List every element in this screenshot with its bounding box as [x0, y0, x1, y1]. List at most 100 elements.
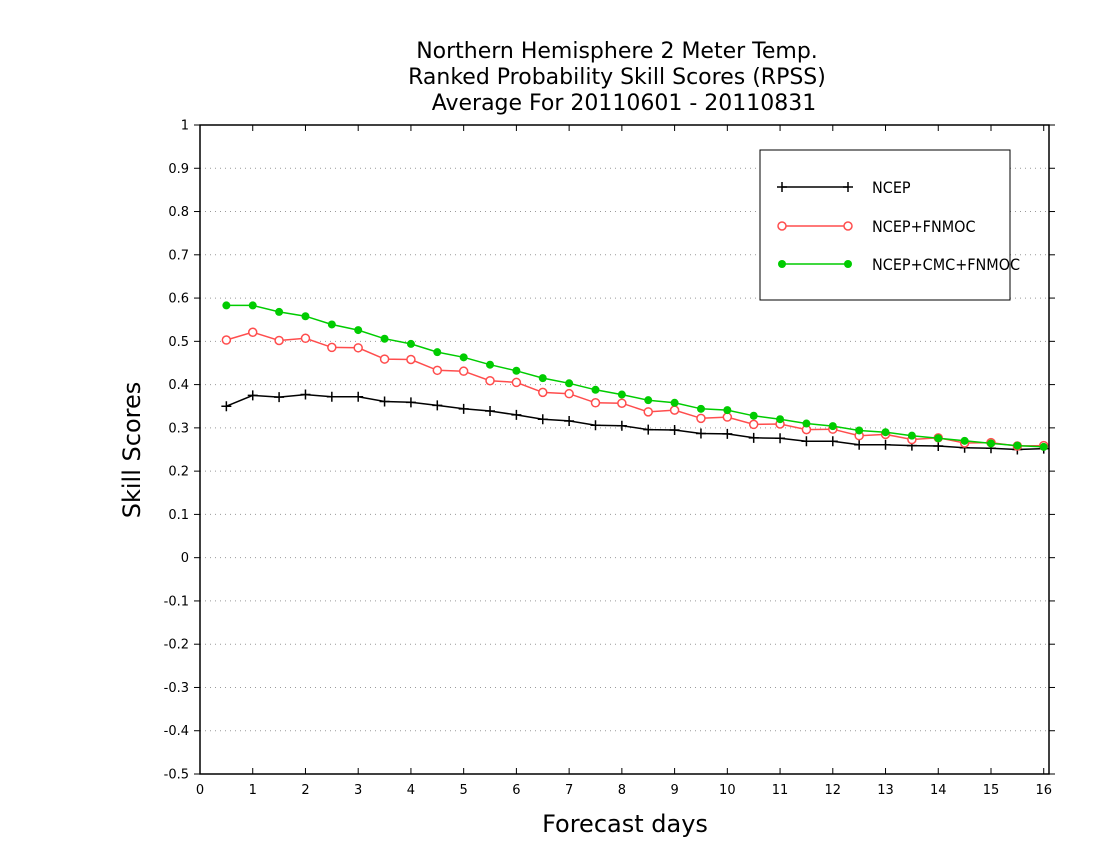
data-point	[776, 415, 785, 424]
legend-box	[759, 149, 1011, 301]
x-tick-label: 5	[460, 783, 468, 798]
data-point	[432, 365, 443, 376]
y-tick-label: 0.8	[168, 205, 189, 220]
data-point	[855, 426, 864, 435]
data-point	[458, 366, 469, 376]
data-point	[907, 431, 916, 440]
x-tick-label: 1	[249, 783, 257, 798]
data-point	[326, 391, 337, 402]
x-tick-label: 12	[825, 783, 842, 798]
data-point	[221, 401, 232, 412]
legend-marker-open-circle	[843, 221, 853, 231]
data-point	[590, 420, 601, 431]
series-ncep-fnmoc	[221, 327, 1049, 451]
data-point	[695, 428, 706, 439]
data-point	[827, 436, 838, 447]
data-point	[748, 419, 759, 430]
data-point	[669, 405, 680, 415]
x-axis-label: Forecast days	[542, 810, 708, 838]
legend-label-ncep-cmc-fnmoc: NCEP+CMC+FNMOC	[872, 255, 1020, 274]
data-point	[221, 335, 232, 345]
x-tick-label: 4	[407, 783, 415, 798]
data-point	[301, 312, 310, 321]
data-point	[722, 428, 733, 439]
data-point	[881, 428, 890, 437]
legend-marker-filled-circle	[778, 260, 786, 268]
series-line	[226, 304, 1044, 448]
series-line	[226, 393, 1044, 451]
x-tick-label: 8	[618, 783, 626, 798]
data-point	[327, 342, 337, 353]
data-point	[274, 335, 284, 346]
data-point	[485, 405, 496, 416]
data-point	[458, 403, 469, 414]
y-tick-label: 0	[181, 551, 189, 566]
data-point	[564, 388, 574, 399]
data-point	[538, 387, 548, 398]
data-point	[537, 414, 548, 425]
y-tick-label: -0.5	[164, 768, 189, 783]
data-point	[247, 390, 258, 401]
data-point	[353, 343, 363, 353]
x-tick-label: 0	[196, 783, 204, 798]
data-point	[538, 374, 547, 383]
y-tick-label: 0.3	[168, 421, 189, 436]
data-point	[617, 398, 627, 408]
data-point	[485, 375, 495, 386]
data-point	[644, 396, 653, 405]
data-point	[854, 439, 865, 450]
data-point	[749, 411, 758, 420]
data-point	[274, 392, 285, 403]
y-tick-label: 0.7	[168, 248, 189, 263]
y-tick-label: 0.2	[168, 465, 189, 480]
y-tick-label: -0.4	[164, 724, 189, 739]
data-point	[486, 360, 495, 369]
y-tick-label: 0.6	[168, 292, 189, 307]
series-ncep-cmc-fnmoc	[222, 301, 1048, 451]
legend: NCEP NCEP+FNMOC NCEP+CMC+FNMOC	[759, 149, 1020, 301]
x-tick-label: 6	[512, 783, 520, 798]
data-point	[354, 326, 363, 335]
data-point	[880, 439, 891, 450]
data-point	[643, 407, 653, 417]
data-point	[380, 334, 389, 343]
data-point	[643, 424, 654, 435]
data-point	[406, 339, 415, 348]
x-tick-label: 16	[1035, 783, 1052, 798]
axis-ticks	[194, 124, 1055, 775]
x-tick-label: 11	[772, 783, 789, 798]
x-tick-label: 14	[930, 783, 947, 798]
data-point	[379, 396, 390, 407]
x-tick-label: 3	[354, 783, 362, 798]
data-point	[801, 436, 812, 447]
x-tick-label: 13	[877, 783, 894, 798]
y-tick-label: 0.4	[168, 378, 189, 393]
data-point	[511, 377, 522, 388]
data-point	[696, 404, 705, 413]
legend-marker-filled-circle	[844, 260, 852, 268]
y-tick-label: 0.5	[168, 335, 189, 350]
data-point	[564, 415, 575, 426]
x-tick-label: 7	[565, 783, 573, 798]
y-axis-label: Skill Scores	[118, 382, 146, 519]
data-point	[802, 419, 811, 428]
data-point	[696, 413, 706, 424]
data-point	[722, 412, 733, 422]
y-tick-label: 0.1	[168, 508, 189, 523]
data-point	[432, 400, 443, 411]
legend-label-ncep: NCEP	[872, 178, 911, 197]
plot-frame	[199, 124, 1050, 775]
chart-title: Northern Hemisphere 2 Meter Temp. Ranked…	[408, 39, 826, 116]
data-point	[1039, 442, 1048, 451]
legend-marker-plus	[777, 182, 853, 192]
data-point	[459, 353, 468, 362]
y-tick-label: -0.2	[164, 638, 189, 653]
data-point	[616, 420, 627, 431]
y-tick-labels: -0.5 -0.4 -0.3 -0.2 -0.1 0 0.1 0.2 0.3 0.4 0.5 0.6 0…	[164, 119, 189, 783]
data-point	[775, 433, 786, 444]
data-point	[300, 389, 311, 400]
x-tick-label: 9	[670, 783, 678, 798]
y-tick-label: -0.3	[164, 681, 189, 696]
data-point	[433, 348, 442, 357]
data-point	[828, 422, 837, 431]
